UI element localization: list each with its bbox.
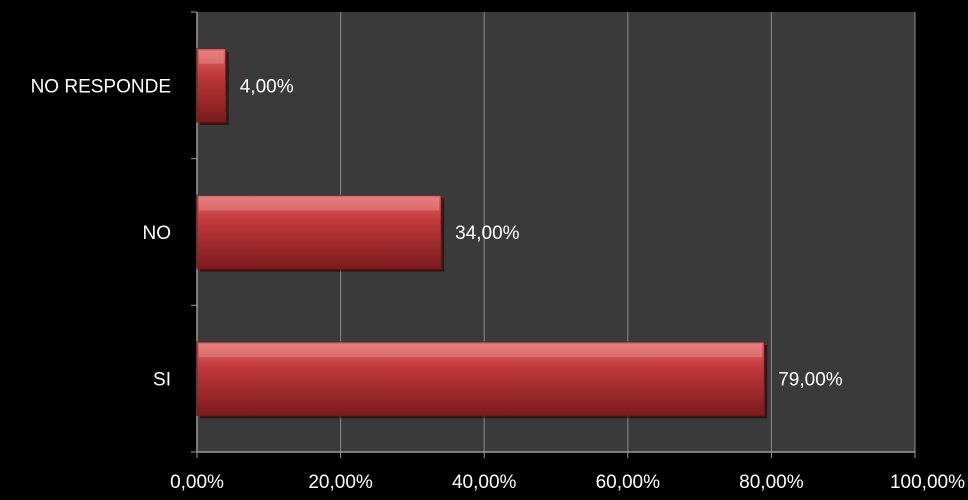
y-category-label: SI — [153, 370, 171, 391]
x-tick-label: 60,00% — [596, 472, 661, 493]
x-tick-label: 20,00% — [308, 472, 373, 493]
data-label: 34,00% — [455, 223, 520, 244]
y-category-label: NO RESPONDE — [31, 76, 171, 97]
x-tick-label: 80,00% — [739, 472, 804, 493]
x-tick-label: 0,00% — [170, 472, 224, 493]
bar-highlight — [199, 51, 224, 64]
data-label: 4,00% — [240, 76, 294, 97]
bar-highlight — [199, 197, 439, 210]
x-tick-label: 100,00% — [890, 472, 965, 493]
data-label: 79,00% — [778, 370, 843, 391]
x-tick-label: 40,00% — [452, 472, 517, 493]
y-category-label: NO — [143, 223, 172, 244]
bar-highlight — [199, 344, 762, 357]
